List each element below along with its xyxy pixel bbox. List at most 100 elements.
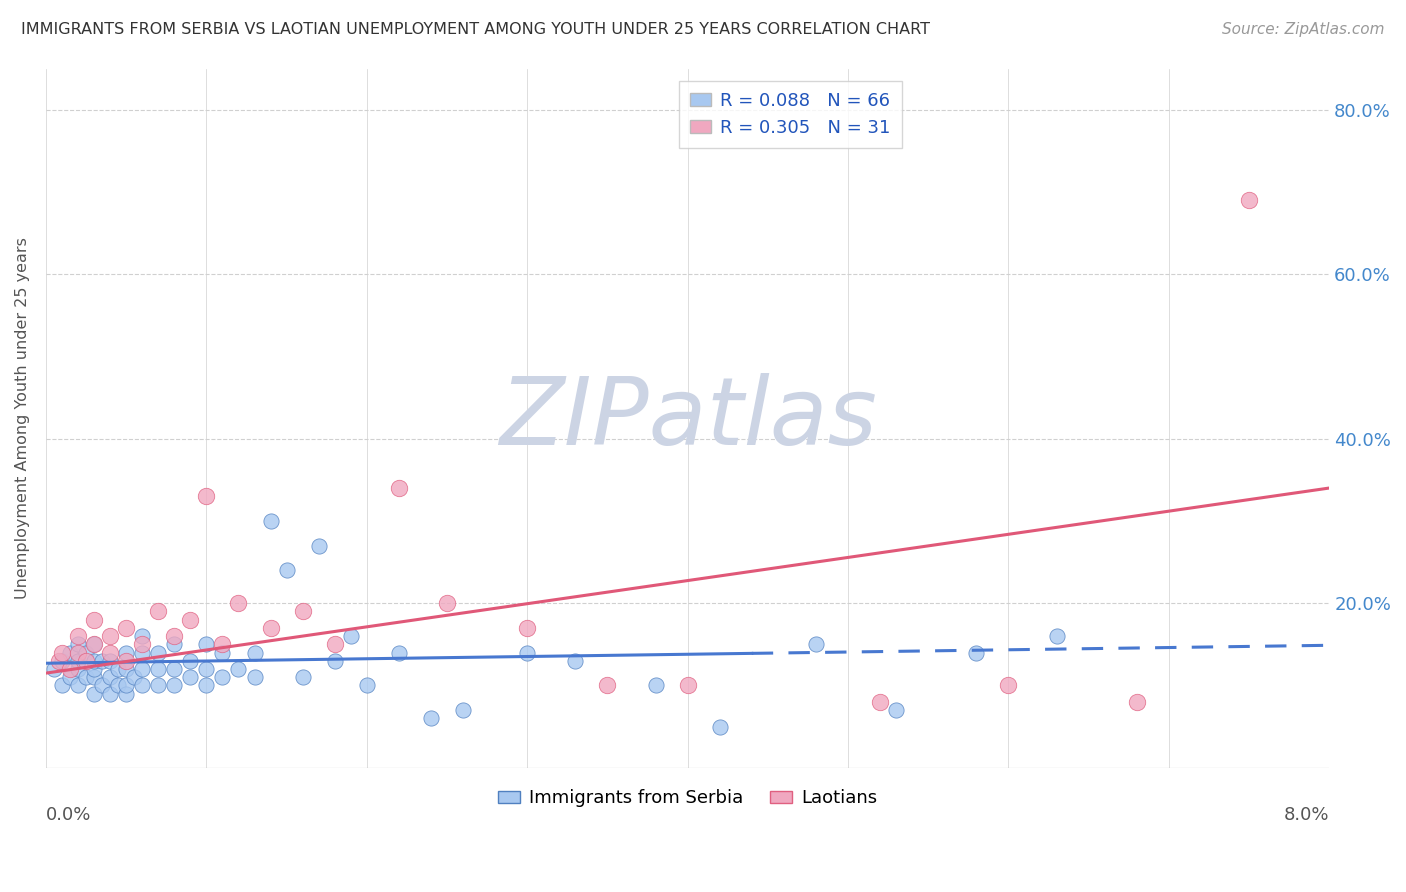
Point bbox=[91, 678, 114, 692]
Point bbox=[148, 646, 170, 660]
Point bbox=[67, 662, 90, 676]
Text: Source: ZipAtlas.com: Source: ZipAtlas.com bbox=[1222, 22, 1385, 37]
Point bbox=[195, 489, 218, 503]
Point bbox=[420, 711, 443, 725]
Point bbox=[388, 481, 411, 495]
Point bbox=[339, 629, 361, 643]
Point bbox=[323, 654, 346, 668]
Point bbox=[276, 563, 298, 577]
Point bbox=[179, 613, 201, 627]
Point bbox=[98, 670, 121, 684]
Point bbox=[148, 604, 170, 618]
Point bbox=[83, 637, 105, 651]
Point bbox=[195, 678, 218, 692]
Point bbox=[644, 678, 666, 692]
Point bbox=[67, 654, 90, 668]
Point bbox=[564, 654, 586, 668]
Point bbox=[83, 654, 105, 668]
Point bbox=[98, 654, 121, 668]
Point bbox=[115, 678, 138, 692]
Point bbox=[67, 646, 90, 660]
Point bbox=[179, 670, 201, 684]
Point bbox=[1237, 193, 1260, 207]
Point bbox=[67, 637, 90, 651]
Point bbox=[965, 646, 987, 660]
Point bbox=[131, 637, 153, 651]
Point bbox=[115, 621, 138, 635]
Point bbox=[98, 687, 121, 701]
Point bbox=[259, 514, 281, 528]
Point bbox=[1126, 695, 1149, 709]
Point bbox=[42, 662, 65, 676]
Point bbox=[122, 670, 145, 684]
Point bbox=[131, 662, 153, 676]
Point bbox=[388, 646, 411, 660]
Point bbox=[211, 637, 233, 651]
Point bbox=[211, 646, 233, 660]
Point bbox=[107, 678, 129, 692]
Point bbox=[115, 646, 138, 660]
Point bbox=[75, 646, 97, 660]
Point bbox=[75, 670, 97, 684]
Point bbox=[308, 539, 330, 553]
Point bbox=[98, 629, 121, 643]
Point bbox=[75, 654, 97, 668]
Text: ZIPatlas: ZIPatlas bbox=[499, 373, 876, 464]
Point bbox=[163, 629, 186, 643]
Point bbox=[869, 695, 891, 709]
Legend: R = 0.088   N = 66, R = 0.305   N = 31: R = 0.088 N = 66, R = 0.305 N = 31 bbox=[679, 81, 901, 148]
Point bbox=[356, 678, 378, 692]
Point bbox=[195, 637, 218, 651]
Point bbox=[323, 637, 346, 651]
Point bbox=[115, 654, 138, 668]
Point bbox=[163, 662, 186, 676]
Point bbox=[163, 678, 186, 692]
Point bbox=[51, 646, 73, 660]
Point bbox=[676, 678, 699, 692]
Point bbox=[83, 637, 105, 651]
Point bbox=[83, 687, 105, 701]
Text: IMMIGRANTS FROM SERBIA VS LAOTIAN UNEMPLOYMENT AMONG YOUTH UNDER 25 YEARS CORREL: IMMIGRANTS FROM SERBIA VS LAOTIAN UNEMPL… bbox=[21, 22, 931, 37]
Point bbox=[51, 654, 73, 668]
Point bbox=[596, 678, 619, 692]
Point bbox=[67, 629, 90, 643]
Point bbox=[131, 646, 153, 660]
Point bbox=[804, 637, 827, 651]
Point bbox=[291, 670, 314, 684]
Point bbox=[884, 703, 907, 717]
Point bbox=[997, 678, 1019, 692]
Point bbox=[516, 621, 538, 635]
Point bbox=[51, 678, 73, 692]
Point bbox=[228, 596, 250, 610]
Point bbox=[83, 662, 105, 676]
Point bbox=[115, 687, 138, 701]
Point bbox=[243, 670, 266, 684]
Point bbox=[516, 646, 538, 660]
Point bbox=[1045, 629, 1067, 643]
Point bbox=[131, 629, 153, 643]
Point bbox=[291, 604, 314, 618]
Y-axis label: Unemployment Among Youth under 25 years: Unemployment Among Youth under 25 years bbox=[15, 237, 30, 599]
Point bbox=[259, 621, 281, 635]
Text: 0.0%: 0.0% bbox=[46, 806, 91, 824]
Point bbox=[163, 637, 186, 651]
Point bbox=[91, 654, 114, 668]
Point bbox=[59, 670, 82, 684]
Point bbox=[131, 678, 153, 692]
Point bbox=[83, 613, 105, 627]
Point bbox=[436, 596, 458, 610]
Point bbox=[48, 654, 70, 668]
Point bbox=[59, 646, 82, 660]
Point bbox=[98, 646, 121, 660]
Point bbox=[83, 670, 105, 684]
Point bbox=[211, 670, 233, 684]
Point bbox=[67, 678, 90, 692]
Point bbox=[228, 662, 250, 676]
Point bbox=[179, 654, 201, 668]
Point bbox=[709, 720, 731, 734]
Text: 8.0%: 8.0% bbox=[1284, 806, 1329, 824]
Point bbox=[107, 662, 129, 676]
Point bbox=[59, 662, 82, 676]
Point bbox=[195, 662, 218, 676]
Point bbox=[451, 703, 474, 717]
